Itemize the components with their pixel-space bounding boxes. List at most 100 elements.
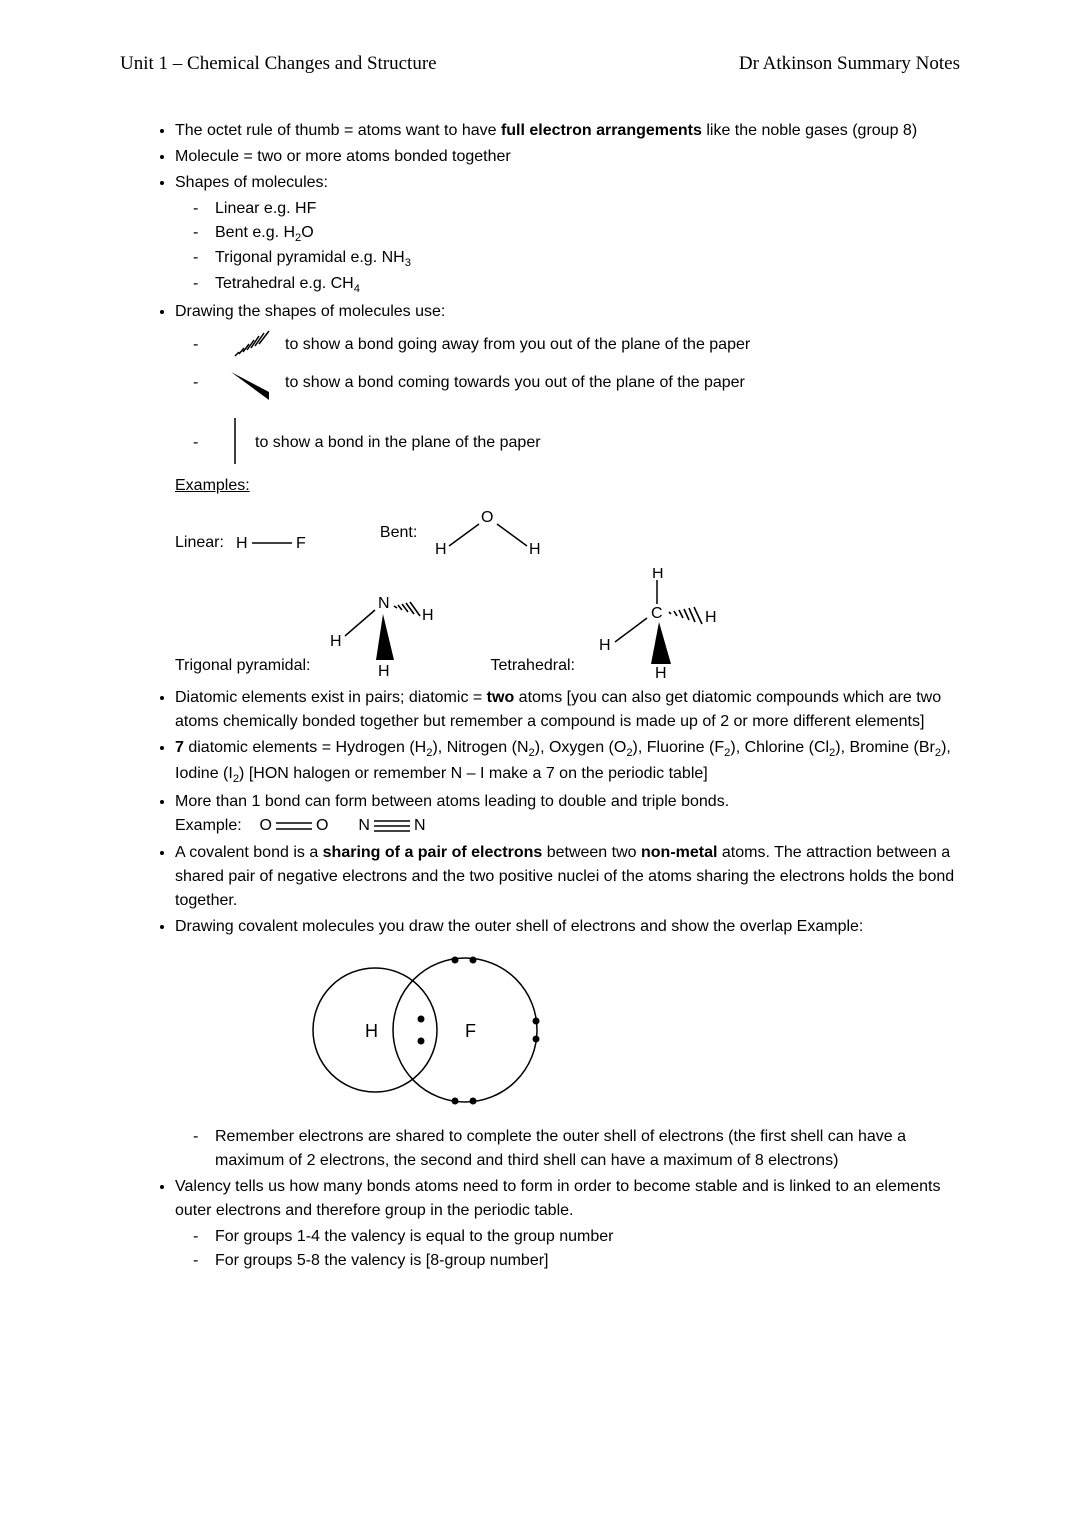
atom-O: O	[481, 509, 493, 526]
text-bold: two	[487, 689, 515, 706]
nh3-diagram: N H H H	[320, 588, 460, 678]
text: like the noble gases (group 8)	[702, 122, 917, 139]
atom-H: H	[236, 535, 248, 552]
tetrahedral-molecule: Tetrahedral: C H H	[490, 568, 735, 678]
atom-N: N	[414, 814, 426, 838]
text: Drawing the shapes of molecules use:	[175, 303, 445, 320]
text: ), Chlorine (Cl	[730, 739, 829, 756]
list-item: Drawing the shapes of molecules use: - t…	[175, 300, 960, 678]
line-bond-icon	[225, 418, 245, 468]
list-item: Shapes of molecules: Linear e.g. HF Bent…	[175, 171, 960, 299]
text: Remember electrons are shared to complet…	[215, 1128, 906, 1169]
text-bold: 7	[175, 739, 184, 756]
atom-H: H	[365, 1021, 378, 1041]
atom-H: H	[330, 633, 342, 650]
sub-item: Trigonal pyramidal e.g. NH3	[215, 246, 960, 272]
atom-H: H	[705, 609, 717, 626]
text: to show a bond coming towards you out of…	[285, 371, 745, 395]
text: The octet rule of thumb = atoms want to …	[175, 122, 501, 139]
multi-bond-examples: O O N N	[259, 814, 425, 838]
atom-H: H	[655, 665, 667, 678]
sub-item: Tetrahedral e.g. CH4	[215, 272, 960, 298]
atom-H: H	[435, 541, 447, 558]
list-item: 7 diatomic elements = Hydrogen (H2), Nit…	[175, 736, 960, 788]
list-item: Diatomic elements exist in pairs; diatom…	[175, 686, 960, 734]
atom-F: F	[465, 1021, 476, 1041]
h2o-diagram: O H H	[423, 508, 553, 558]
atom-H: H	[599, 637, 611, 654]
header-left: Unit 1 – Chemical Changes and Structure	[120, 50, 437, 79]
text: Valency tells us how many bonds atoms ne…	[175, 1178, 940, 1219]
sub-item: - to show a bond coming towards you out …	[215, 366, 960, 400]
text: ), Fluorine (F	[633, 739, 725, 756]
text-bold: non-metal	[641, 844, 717, 861]
bond-symbols-list: - to show a bond going away from you out…	[175, 328, 960, 468]
header-right: Dr Atkinson Summary Notes	[739, 50, 960, 79]
label: Linear:	[175, 531, 224, 555]
text: ), Nitrogen (N	[432, 739, 528, 756]
atom-H: H	[529, 541, 541, 558]
sub-list: Linear e.g. HF Bent e.g. H2O Trigonal py…	[175, 197, 960, 299]
atom-F: F	[296, 535, 306, 552]
double-bond-o2: O O	[259, 814, 328, 838]
sub-item: Linear e.g. HF	[215, 197, 960, 221]
molecule-row-1: Linear: H F Bent: O	[175, 508, 960, 558]
list-item: Valency tells us how many bonds atoms ne…	[175, 1175, 960, 1273]
text-bold: sharing of a pair of electrons	[323, 844, 543, 861]
atom-N: N	[378, 595, 390, 612]
text: Shapes of molecules:	[175, 174, 328, 191]
hf-overlap-diagram: H F	[175, 945, 960, 1115]
solid-wedge-icon	[225, 366, 275, 400]
text: ) [HON halogen or remember N – I make a …	[239, 765, 708, 782]
trigonal-molecule: Trigonal pyramidal: N H H	[175, 588, 460, 678]
text: diatomic elements = Hydrogen (H	[184, 739, 426, 756]
dash: -	[193, 431, 215, 455]
dash: -	[193, 371, 215, 395]
text: ), Oxygen (O	[535, 739, 627, 756]
ch4-diagram: C H H H	[585, 568, 735, 678]
list-item: A covalent bond is a sharing of a pair o…	[175, 841, 960, 913]
subscript: 4	[354, 284, 360, 296]
subscript: 3	[405, 258, 411, 270]
atom-H: H	[422, 607, 434, 624]
text: More than 1 bond can form between atoms …	[175, 793, 729, 810]
triple-bond-n2: N N	[358, 814, 425, 838]
atom-O: O	[316, 814, 328, 838]
sub-list: Remember electrons are shared to complet…	[175, 1125, 960, 1173]
sub-item: - to show a bond in the plane of the pap…	[215, 418, 960, 468]
hf-diagram: H F	[230, 528, 320, 558]
text: Linear e.g. HF	[215, 200, 316, 217]
text: to show a bond going away from you out o…	[285, 333, 750, 357]
label: Bent:	[380, 521, 417, 545]
dashed-wedge-icon	[225, 328, 275, 362]
sub-item: Remember electrons are shared to complet…	[215, 1125, 960, 1173]
atom-O: O	[259, 814, 271, 838]
examples-block: Examples: Linear: H F Bent:	[175, 474, 960, 678]
sub-list: For groups 1-4 the valency is equal to t…	[175, 1225, 960, 1273]
label: Tetrahedral:	[490, 654, 575, 678]
text: For groups 1-4 the valency is equal to t…	[215, 1228, 613, 1245]
text: ), Bromine (Br	[835, 739, 935, 756]
linear-molecule: Linear: H F	[175, 528, 320, 558]
list-item: Molecule = two or more atoms bonded toge…	[175, 145, 960, 169]
text: For groups 5-8 the valency is [8-group n…	[215, 1252, 549, 1269]
main-list: The octet rule of thumb = atoms want to …	[120, 119, 960, 1273]
dash: -	[193, 333, 215, 357]
label: Trigonal pyramidal:	[175, 654, 310, 678]
atom-H: H	[378, 663, 390, 678]
sub-item: Bent e.g. H2O	[215, 221, 960, 247]
list-item: The octet rule of thumb = atoms want to …	[175, 119, 960, 143]
text: Trigonal pyramidal e.g. NH	[215, 249, 405, 266]
text: O	[301, 224, 313, 241]
list-item: Drawing covalent molecules you draw the …	[175, 915, 960, 1173]
text: Molecule = two or more atoms bonded toge…	[175, 148, 511, 165]
text: Tetrahedral e.g. CH	[215, 275, 354, 292]
atom-H: H	[652, 568, 664, 582]
text: to show a bond in the plane of the paper	[255, 431, 541, 455]
atom-N: N	[358, 814, 370, 838]
text: Example:	[175, 818, 242, 835]
examples-heading: Examples:	[175, 474, 960, 498]
text: A covalent bond is a	[175, 844, 323, 861]
molecule-row-2: Trigonal pyramidal: N H H	[175, 568, 960, 678]
text: Bent e.g. H	[215, 224, 295, 241]
